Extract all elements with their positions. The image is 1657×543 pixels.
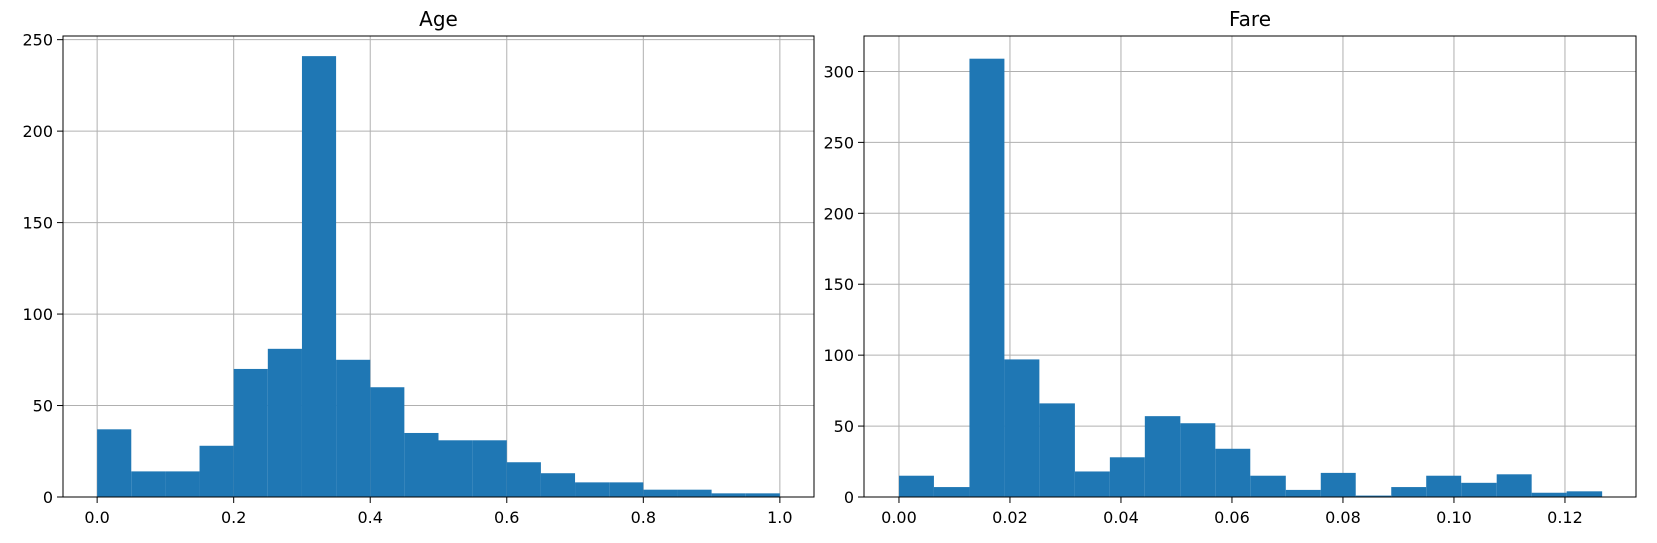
chart-1-bar-3: [1004, 359, 1040, 497]
chart-1-bar-2: [969, 58, 1005, 498]
chart-1-bar-18: [1531, 492, 1567, 497]
chart-1-bar-9: [1215, 448, 1251, 497]
chart-0-ytick-label-3: 150: [22, 214, 53, 233]
chart-1-xtick-label-4: 0.08: [1325, 508, 1361, 527]
chart-1-ytick-label-5: 250: [823, 133, 854, 152]
chart-1-xtick-label-0: 0.00: [881, 508, 917, 527]
chart-0-xtick-label-1: 0.2: [221, 508, 246, 527]
chart-0-xtick-label-4: 0.8: [631, 508, 656, 527]
chart-0-bar-5: [267, 348, 302, 497]
chart-1-bar-4: [1039, 403, 1075, 497]
chart-0-bar-1: [131, 471, 166, 497]
chart-0-ytick-label-2: 100: [22, 305, 53, 324]
chart-1-bar-12: [1320, 472, 1356, 497]
chart-0-bar-18: [711, 493, 746, 497]
chart-0-bar-9: [404, 432, 439, 497]
chart-1-bar-13: [1355, 495, 1392, 497]
chart-1-xtick-label-5: 0.10: [1436, 508, 1472, 527]
chart-1-title: Fare: [1229, 7, 1271, 31]
chart-0-bar-19: [745, 493, 780, 497]
chart-1-bar-10: [1250, 475, 1286, 497]
chart-1-ytick-label-3: 150: [823, 275, 854, 294]
chart-1-bar-0: [898, 475, 934, 497]
chart-1-bar-7: [1144, 416, 1181, 497]
chart-1-bar-19: [1566, 491, 1603, 497]
chart-1-xtick-label-6: 0.12: [1547, 508, 1583, 527]
age-histogram-panel: 0.0 0.2 0.4 0.6 0.8 1.0 0 50 100 150 200 250 Age: [22, 7, 815, 527]
chart-0-bar-10: [438, 440, 473, 497]
chart-0-bar-14: [575, 482, 610, 497]
chart-0-bar-2: [165, 471, 200, 497]
chart-0-ytick-label-5: 250: [22, 31, 53, 50]
chart-0-bar-15: [609, 482, 644, 497]
chart-1-axes-frame: [863, 35, 1637, 498]
chart-0-bar-13: [540, 473, 576, 497]
chart-0-ytick-label-1: 50: [33, 397, 53, 416]
chart-0-bar-7: [336, 359, 371, 497]
chart-1-xtick-label-1: 0.02: [992, 508, 1028, 527]
chart-0-bar-16: [643, 489, 678, 497]
chart-0-axes-frame: [62, 35, 815, 498]
chart-0-bar-17: [677, 489, 712, 497]
chart-0-bar-8: [370, 387, 405, 497]
chart-1-ytick-label-6: 300: [823, 62, 854, 81]
chart-1-bar-11: [1285, 489, 1321, 497]
chart-0-bar-11: [472, 440, 507, 497]
chart-1-xtick-label-3: 0.06: [1214, 508, 1250, 527]
chart-0-bar-4: [233, 368, 268, 497]
chart-1-ytick-label-0: 0: [844, 488, 854, 507]
chart-0-bar-12: [506, 462, 541, 497]
chart-1-bar-17: [1496, 474, 1532, 497]
chart-1-bar-16: [1461, 482, 1497, 497]
chart-0-ytick-label-4: 200: [22, 122, 53, 141]
chart-0-xtick-label-0: 0.0: [84, 508, 109, 527]
chart-0-xtick-label-2: 0.4: [358, 508, 383, 527]
chart-1-bar-15: [1426, 475, 1462, 497]
chart-0-title: Age: [419, 7, 458, 31]
chart-1-bar-8: [1180, 423, 1216, 497]
chart-0-xtick-label-3: 0.6: [494, 508, 519, 527]
chart-1-bar-14: [1391, 487, 1427, 497]
chart-1-bar-5: [1074, 471, 1110, 497]
chart-1-ytick-label-4: 200: [823, 204, 854, 223]
chart-1-xtick-label-2: 0.04: [1103, 508, 1139, 527]
chart-0-ytick-label-0: 0: [43, 488, 53, 507]
chart-1-ytick-label-2: 100: [823, 346, 854, 365]
chart-0-bar-0: [97, 429, 132, 497]
chart-1-ytick-label-1: 50: [834, 417, 854, 436]
chart-0-xtick-label-5: 1.0: [767, 508, 792, 527]
chart-0-bar-3: [199, 445, 234, 497]
chart-0-bar-6: [301, 56, 337, 497]
chart-1-bar-6: [1109, 457, 1145, 497]
chart-1-bar-1: [933, 487, 970, 497]
fare-histogram-panel: 0.00 0.02 0.04 0.06 0.08 0.10 0.12 0 50 100 150 200…: [823, 7, 1637, 527]
